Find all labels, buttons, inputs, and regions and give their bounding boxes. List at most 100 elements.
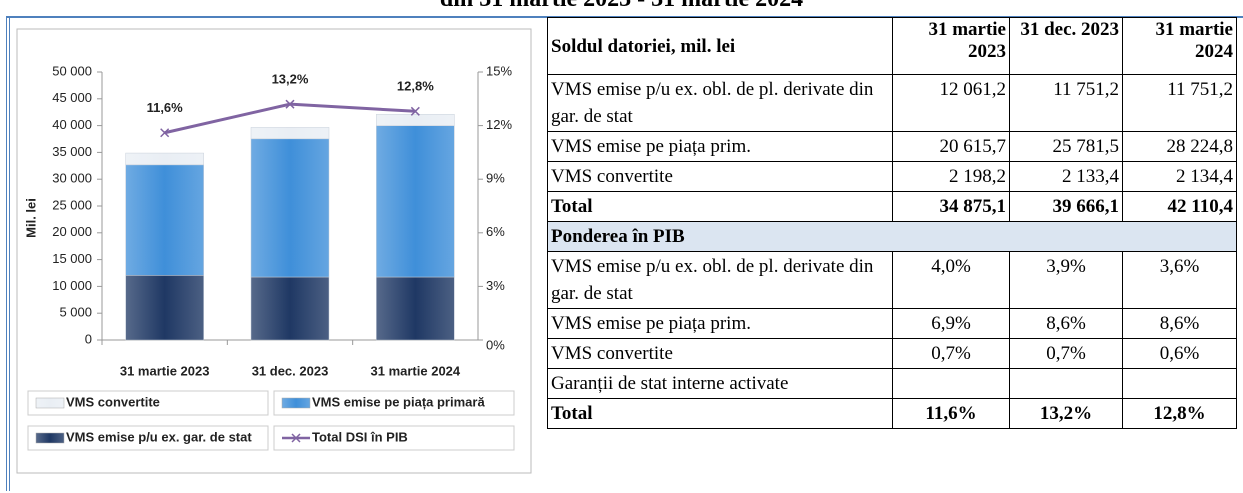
- table-cell: 11 751,2: [1122, 74, 1237, 132]
- y-tick-label: 35 000: [52, 144, 92, 159]
- table-header: Soldul datoriei, mil. lei 31 martie 2023 3…: [547, 17, 1237, 75]
- table-cell: [1122, 368, 1237, 399]
- bar: [125, 275, 204, 341]
- table-cell: 31 dec. 2023: [1009, 17, 1123, 75]
- y2-tick-label: 3%: [486, 278, 505, 293]
- table-row: VMS emise p/u ex. obl. de pl. derivate d…: [547, 74, 1237, 132]
- table: Soldul datoriei, mil. lei 31 martie 2023 3…: [547, 17, 1237, 429]
- y2-tick-label: 15%: [486, 63, 512, 78]
- table-row: Total 11,6% 13,2% 12,8%: [547, 398, 1237, 429]
- legend-label: Total DSI în PIB: [312, 429, 408, 444]
- bar: [250, 138, 330, 278]
- marker: [410, 106, 420, 116]
- table-row: VMS convertite 0,7% 0,7% 0,6%: [547, 338, 1237, 369]
- table-cell: Total: [547, 398, 893, 429]
- table-cell: VMS emise p/u ex. obl. de pl. derivate d…: [547, 74, 893, 132]
- bar: [125, 164, 204, 276]
- table-cell: VMS convertite: [547, 338, 893, 369]
- y-tick-label: 45 000: [52, 90, 92, 105]
- legend-swatch: [35, 432, 65, 444]
- y-tick-label: 20 000: [52, 224, 92, 239]
- chart-frame: [6, 16, 542, 491]
- legend-label: VMS emise pe piața primară: [312, 394, 485, 409]
- y-tick-label: 15 000: [52, 251, 92, 266]
- table-cell: 2 134,4: [1122, 161, 1237, 192]
- y-tick-label: 40 000: [52, 117, 92, 132]
- legend-label: VMS convertite: [66, 394, 160, 409]
- bar: [250, 276, 330, 341]
- table-cell: 25 781,5: [1009, 131, 1123, 162]
- y-tick-label: 50 000: [52, 63, 92, 78]
- table-cell: [1009, 368, 1123, 399]
- table-cell: VMS emise pe piața prim.: [547, 308, 893, 339]
- y-axis-label: Mil. lei: [23, 198, 38, 238]
- x-tick-label: 31 martie 2024: [371, 363, 461, 378]
- y2-tick-label: 0%: [486, 337, 505, 352]
- y2-tick-label: 6%: [486, 224, 505, 239]
- table-row: Total 34 875,1 39 666,1 42 110,4: [547, 191, 1237, 222]
- table-cell: VMS emise p/u ex. obl. de pl. derivate d…: [547, 251, 893, 309]
- table-cell: 39 666,1: [1009, 191, 1123, 222]
- table-cell: 12,8%: [1122, 398, 1237, 429]
- bar: [376, 125, 455, 278]
- table-row: Garanții de stat interne activate: [547, 368, 1237, 399]
- table-cell: 28 224,8: [1122, 131, 1237, 162]
- table-cell: 13,2%: [1009, 398, 1123, 429]
- table-cell: 20 615,7: [892, 131, 1010, 162]
- table-cell: 31 martie 2023: [892, 17, 1010, 75]
- table-cell: 2 198,2: [892, 161, 1010, 192]
- table-cell: 11 751,2: [1009, 74, 1123, 132]
- table-cell: 12 061,2: [892, 74, 1010, 132]
- legend-box: [27, 425, 269, 451]
- chart: Mil. lei 0 5 000 10 000 15 000 20 000 25 000 3…: [16, 28, 532, 474]
- y-tick-label: 25 000: [52, 197, 92, 212]
- title: din 31 martie 2023 - 31 martie 2024: [0, 0, 1243, 13]
- y-tick-label: 10 000: [52, 278, 92, 293]
- legend-box: [273, 390, 515, 416]
- table-cell: VMS convertite: [547, 161, 893, 192]
- section-header: Ponderea în PIB: [547, 221, 1237, 252]
- table-cell: 31 martie 2024: [1122, 17, 1237, 75]
- table-cell: 8,6%: [1122, 308, 1237, 339]
- table-cell: Total: [547, 191, 893, 222]
- table-cell: 11,6%: [892, 398, 1010, 429]
- table-cell: [892, 368, 1010, 399]
- legend-box: [273, 425, 515, 451]
- marker: [160, 128, 170, 138]
- table-cell: 3,6%: [1122, 251, 1237, 309]
- table-cell: VMS emise pe piața prim.: [547, 131, 893, 162]
- table-cell: 4,0%: [892, 251, 1010, 309]
- y-tick-label: 0: [85, 331, 92, 346]
- data-label: 12,8%: [397, 79, 434, 94]
- table-row: VMS emise p/u ex. obl. de pl. derivate d…: [547, 251, 1237, 309]
- y-tick-label: 5 000: [59, 305, 92, 320]
- table-cell: Soldul datoriei, mil. lei: [547, 17, 893, 75]
- table-cell: 6,9%: [892, 308, 1010, 339]
- x-tick-label: 31 dec. 2023: [252, 363, 329, 378]
- table-row: VMS emise pe piața prim. 20 615,7 25 781,5…: [547, 131, 1237, 162]
- bar: [376, 276, 455, 341]
- legend-swatch: [291, 433, 301, 443]
- table-cell: 42 110,4: [1122, 191, 1237, 222]
- table-cell: Garanții de stat interne activate: [547, 368, 893, 399]
- legend-box: [27, 390, 269, 416]
- table-cell: Ponderea în PIB: [547, 221, 1237, 252]
- y2-tick-label: 9%: [486, 171, 505, 186]
- table-cell: 3,9%: [1009, 251, 1123, 309]
- bar: [376, 114, 455, 126]
- table-cell: 34 875,1: [892, 191, 1010, 222]
- table-cell: 0,7%: [1009, 338, 1123, 369]
- y2-tick-label: 12%: [486, 117, 512, 132]
- table-cell: 2 133,4: [1009, 161, 1123, 192]
- legend-swatch: [281, 397, 311, 409]
- legend-label: VMS emise p/u ex. gar. de stat: [66, 429, 252, 444]
- y-tick-label: 30 000: [52, 171, 92, 186]
- table-cell: 0,6%: [1122, 338, 1237, 369]
- data-label: 13,2%: [272, 72, 309, 87]
- data-label: 11,6%: [147, 100, 184, 115]
- x-tick-label: 31 martie 2023: [120, 363, 210, 378]
- table-row: VMS emise pe piața prim. 6,9% 8,6% 8,6%: [547, 308, 1237, 339]
- table-cell: 8,6%: [1009, 308, 1123, 339]
- table-row: VMS convertite 2 198,2 2 133,4 2 134,4: [547, 161, 1237, 192]
